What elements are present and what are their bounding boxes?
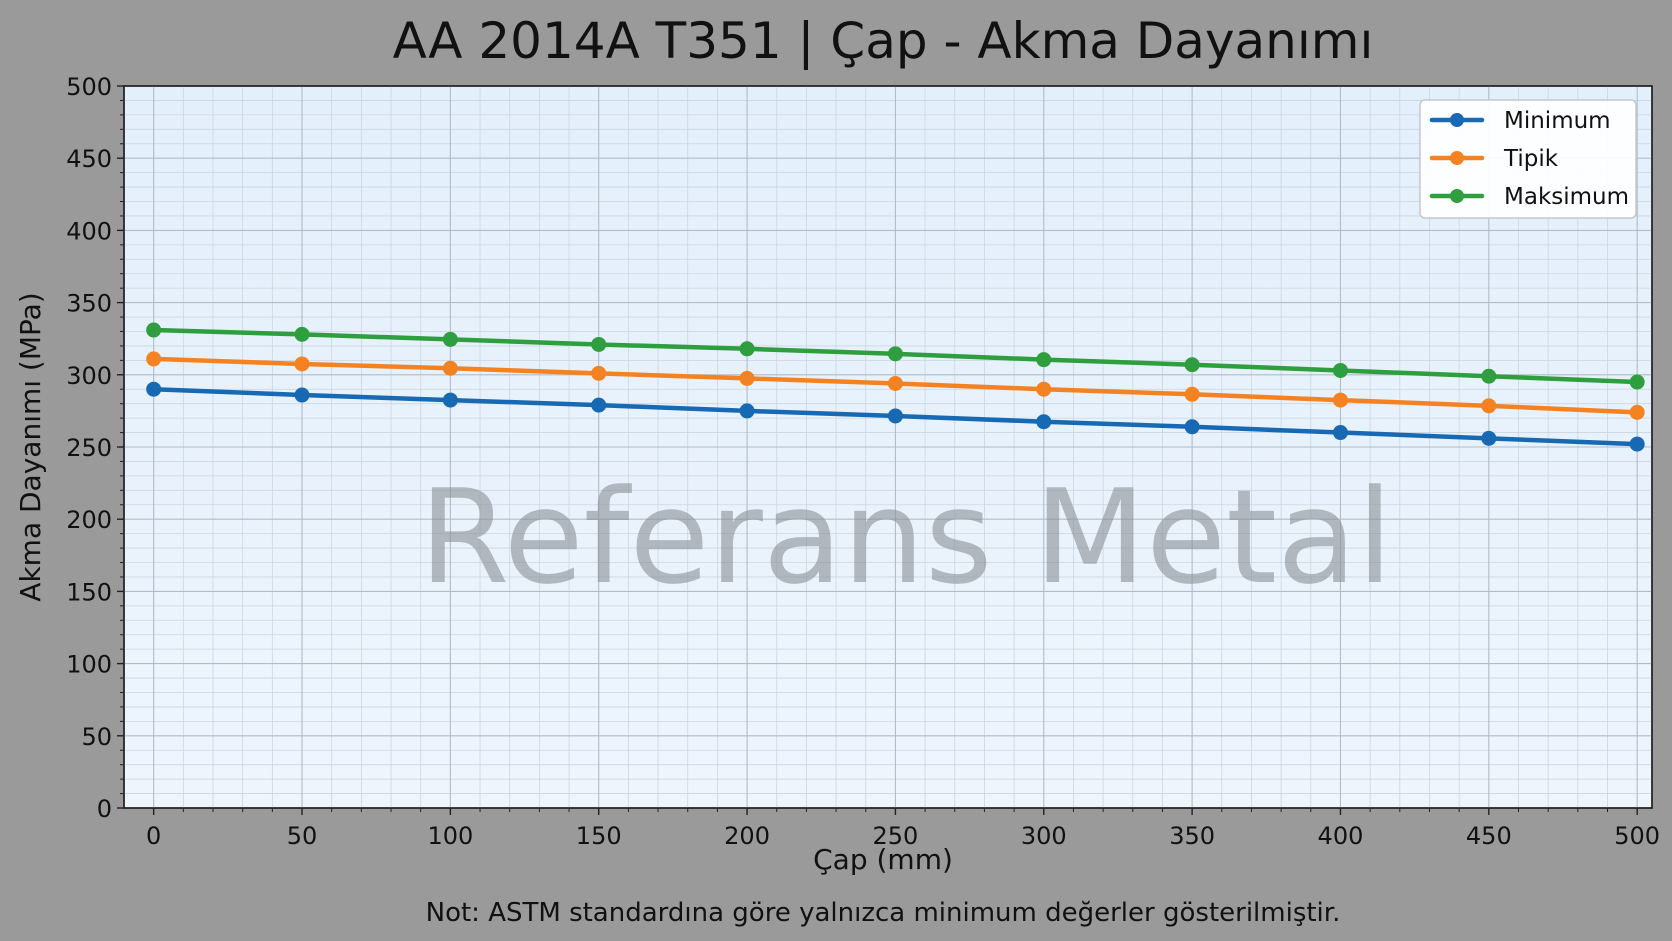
x-tick-label: 50 bbox=[287, 822, 318, 850]
legend-label-minimum: Minimum bbox=[1504, 108, 1611, 134]
legend: Minimum Tipik Maksimum bbox=[1419, 99, 1637, 219]
data-point-tipik bbox=[1629, 404, 1645, 420]
data-point-minimum bbox=[887, 408, 903, 424]
data-point-maksimum bbox=[591, 336, 607, 352]
data-point-minimum bbox=[1332, 425, 1348, 441]
data-point-maksimum bbox=[739, 341, 755, 357]
data-point-maksimum bbox=[1184, 357, 1200, 373]
y-tick-label: 300 bbox=[66, 362, 112, 390]
data-point-minimum bbox=[1184, 419, 1200, 435]
legend-marker-maksimum bbox=[1450, 189, 1464, 203]
y-tick-label: 200 bbox=[66, 506, 112, 534]
y-tick-label: 100 bbox=[66, 651, 112, 679]
x-tick-label: 400 bbox=[1318, 822, 1364, 850]
x-tick-label: 200 bbox=[724, 822, 770, 850]
x-tick-label: 300 bbox=[1021, 822, 1067, 850]
data-point-maksimum bbox=[1036, 352, 1052, 368]
data-point-minimum bbox=[146, 381, 162, 397]
y-axis-label: Akma Dayanımı (MPa) bbox=[14, 292, 47, 601]
y-tick-label: 350 bbox=[66, 290, 112, 318]
legend-item-tipik: Tipik bbox=[1429, 146, 1559, 172]
legend-box bbox=[1419, 99, 1637, 219]
y-tick-label: 50 bbox=[81, 723, 112, 751]
x-axis-label: Çap (mm) bbox=[813, 843, 953, 876]
data-point-minimum bbox=[739, 403, 755, 419]
data-point-tipik bbox=[591, 365, 607, 381]
chart-title: AA 2014A T351 | Çap - Akma Dayanımı bbox=[393, 12, 1374, 70]
x-tick-label: 0 bbox=[146, 822, 161, 850]
data-point-maksimum bbox=[442, 331, 458, 347]
data-point-maksimum bbox=[887, 346, 903, 362]
data-point-tipik bbox=[1184, 386, 1200, 402]
footnote: Not: ASTM standardına göre yalnızca mini… bbox=[426, 898, 1341, 928]
axis-ticks: 0 50 100 150 200 250 300 350 400 450 500 0 50 100 150 2… bbox=[66, 73, 1660, 850]
plot-frame bbox=[123, 85, 1653, 809]
legend-item-minimum: Minimum bbox=[1429, 108, 1611, 134]
data-point-minimum bbox=[1036, 414, 1052, 430]
data-point-minimum bbox=[1629, 436, 1645, 452]
y-tick-label: 150 bbox=[66, 578, 112, 606]
data-point-tipik bbox=[294, 356, 310, 372]
y-tick-label: 450 bbox=[66, 145, 112, 173]
data-point-minimum bbox=[591, 397, 607, 413]
x-tick-label: 500 bbox=[1614, 822, 1660, 850]
legend-item-maksimum: Maksimum bbox=[1429, 184, 1629, 210]
x-tick-label: 450 bbox=[1466, 822, 1512, 850]
data-point-tipik bbox=[1481, 398, 1497, 414]
data-point-maksimum bbox=[294, 326, 310, 342]
data-point-minimum bbox=[442, 392, 458, 408]
y-tick-label: 400 bbox=[66, 217, 112, 245]
data-point-minimum bbox=[1481, 430, 1497, 446]
x-tick-label: 150 bbox=[576, 822, 622, 850]
watermark: Referans Metal bbox=[419, 461, 1393, 613]
data-point-tipik bbox=[739, 370, 755, 386]
data-point-maksimum bbox=[1481, 368, 1497, 384]
legend-label-tipik: Tipik bbox=[1503, 146, 1559, 172]
x-tick-label: 350 bbox=[1169, 822, 1215, 850]
data-point-tipik bbox=[1036, 381, 1052, 397]
data-point-tipik bbox=[887, 375, 903, 391]
data-point-tipik bbox=[442, 360, 458, 376]
legend-label-maksimum: Maksimum bbox=[1504, 184, 1629, 210]
y-tick-label: 250 bbox=[66, 434, 112, 462]
y-tick-label: 500 bbox=[66, 73, 112, 101]
legend-marker-minimum bbox=[1450, 113, 1464, 127]
series-minimum bbox=[146, 381, 1645, 452]
data-point-maksimum bbox=[146, 322, 162, 338]
x-tick-label: 250 bbox=[873, 822, 919, 850]
series-layer bbox=[146, 322, 1645, 452]
data-point-tipik bbox=[1332, 392, 1348, 408]
y-tick-label: 0 bbox=[97, 795, 112, 823]
series-maksimum bbox=[146, 322, 1645, 390]
data-point-maksimum bbox=[1332, 362, 1348, 378]
series-tipik bbox=[146, 351, 1645, 420]
x-tick-label: 100 bbox=[427, 822, 473, 850]
legend-marker-tipik bbox=[1450, 151, 1464, 165]
data-point-tipik bbox=[146, 351, 162, 367]
data-point-minimum bbox=[294, 387, 310, 403]
data-point-maksimum bbox=[1629, 374, 1645, 390]
